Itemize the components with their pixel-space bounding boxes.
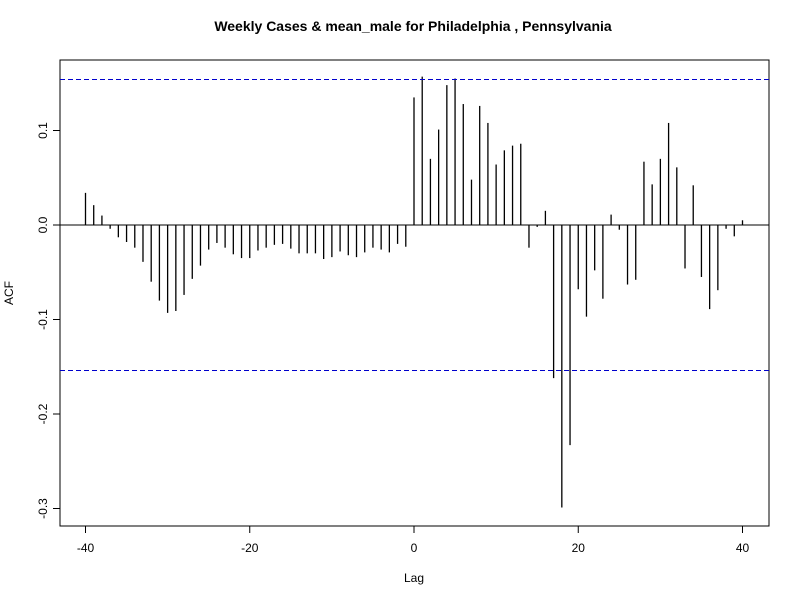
x-tick-label: 20: [572, 541, 586, 555]
x-tick-label: -20: [241, 541, 259, 555]
y-tick-label: 0.1: [36, 122, 50, 139]
y-tick-label: -0.3: [36, 498, 50, 519]
x-axis-label: Lag: [404, 571, 424, 585]
x-tick-label: 0: [411, 541, 418, 555]
x-axis: -40 -20 0 20 40: [77, 526, 750, 555]
y-tick-label: -0.2: [36, 403, 50, 424]
x-tick-label: 40: [736, 541, 750, 555]
y-tick-label: -0.1: [36, 309, 50, 330]
y-axis: -0.3 -0.2 -0.1 0.0 0.1: [36, 122, 60, 519]
x-tick-label: -40: [77, 541, 95, 555]
chart-title: Weekly Cases & mean_male for Philadelphi…: [214, 18, 612, 34]
acf-bars: [84, 76, 744, 508]
y-axis-label: ACF: [2, 281, 16, 305]
y-tick-label: 0.0: [36, 216, 50, 233]
